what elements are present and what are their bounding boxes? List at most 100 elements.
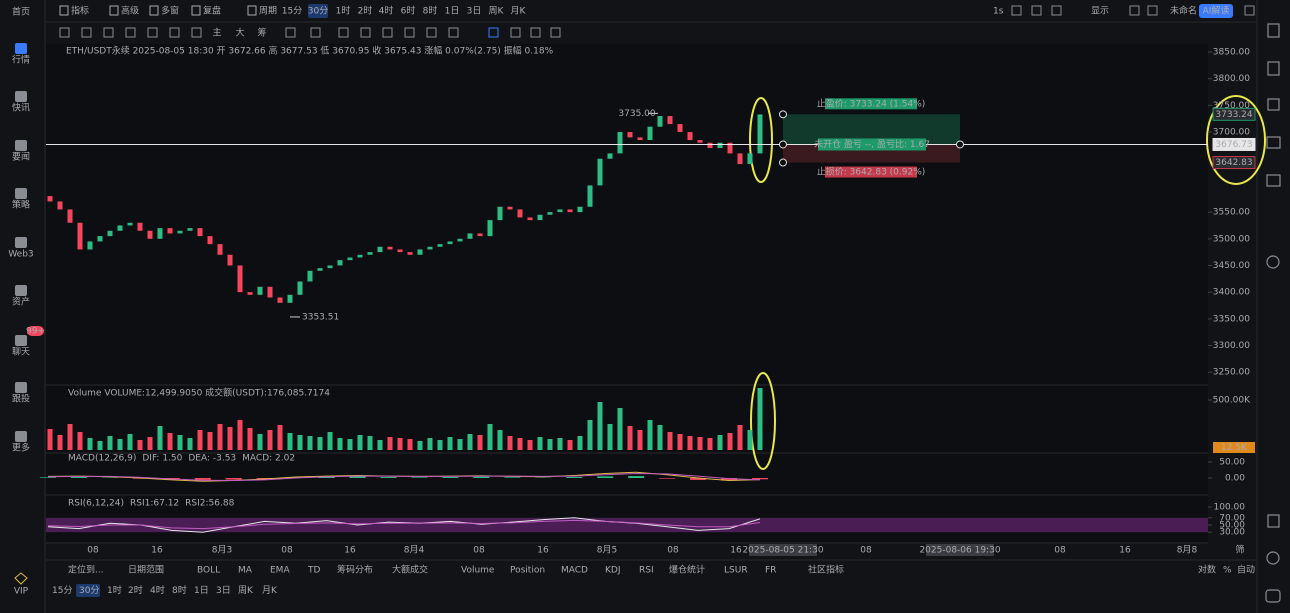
sidebar-item[interactable]: 行情 [12,54,30,66]
sidebar-item[interactable]: 更多 [12,442,30,454]
draw-tool[interactable] [426,27,437,38]
bottom-button[interactable]: % [1223,566,1232,576]
sidebar-icon[interactable] [15,43,27,54]
period-button[interactable]: 3日 [467,6,482,17]
tool-icon[interactable] [1244,5,1255,16]
draw-tool[interactable] [103,27,114,38]
bottom-period[interactable]: 3日 [216,585,231,596]
bottom-period[interactable]: 周K [238,585,254,596]
indicator-button[interactable]: Position [510,566,545,576]
icon[interactable] [1266,174,1281,187]
icon[interactable] [1267,61,1280,76]
right-icons[interactable] [1265,23,1281,603]
toolbar-button[interactable]: 周期 [259,6,277,17]
draw-tool[interactable] [404,27,415,38]
tool-icon[interactable] [1129,5,1140,16]
sidebar-item[interactable]: 要闻 [12,152,30,163]
toolbar-button[interactable]: 1s [993,7,1004,17]
toolbar-button[interactable]: 多窗 [161,5,179,17]
draw-tool[interactable] [338,27,349,38]
period-button[interactable]: 4时 [379,5,394,17]
draw-tool[interactable] [360,27,371,38]
period-button[interactable]: 6时 [401,5,416,17]
toolbar-button[interactable]: 高级 [121,5,139,17]
tool-icon[interactable] [1031,5,1042,16]
bottom-button[interactable]: 对数 [1198,564,1216,576]
draw-tool-label[interactable]: 主 [212,27,221,39]
indicator-button[interactable]: BOLL [197,566,220,576]
period-button[interactable]: 周K [489,6,505,17]
ai-button[interactable]: AI解读 [1203,5,1230,17]
icon[interactable] [1267,98,1280,111]
indicator-button[interactable]: Volume [461,566,495,576]
bottom-button[interactable]: 自动 [1237,564,1255,576]
toolbar-button[interactable]: 复盘 [203,5,221,17]
indicator-button[interactable]: KDJ [605,566,621,576]
bottom-period[interactable]: 15分 [52,585,72,596]
sidebar-item[interactable]: 聊天 [12,346,30,358]
indicator-button[interactable]: 筹码分布 [337,564,373,576]
draw-tool[interactable] [285,27,296,38]
draw-tool-label[interactable]: 筹 [257,27,266,39]
toolbar-button[interactable]: 未命名 [1170,5,1197,17]
sidebar-icon[interactable] [15,140,27,151]
draw-tool[interactable] [191,27,202,38]
sidebar-item[interactable]: 资产 [12,296,30,308]
sidebar-item[interactable]: 策略 [12,199,30,211]
indicator-button[interactable]: MA [238,566,253,576]
draw-tool[interactable] [550,27,561,38]
period-button[interactable]: 1时 [336,5,351,17]
period-button[interactable]: 1日 [445,6,460,17]
draw-tool[interactable] [147,27,158,38]
indicator-button[interactable]: EMA [270,566,290,576]
bottom-button[interactable]: 定位到... [68,564,104,576]
bottom-period[interactable]: 月K [262,585,278,596]
handle[interactable] [779,140,787,149]
draw-tool[interactable] [448,27,459,38]
indicator-button[interactable]: 社区指标 [808,564,844,576]
bottom-period[interactable]: 1时 [107,584,122,596]
period-button[interactable]: 15分 [282,6,302,17]
draw-tool[interactable] [59,27,70,38]
draw-tool[interactable] [382,27,393,38]
sidebar-item[interactable]: 跟投 [12,393,30,405]
sidebar-icon[interactable] [15,188,27,199]
icon[interactable] [1266,551,1280,565]
toolbar-button[interactable]: 显示 [1091,6,1109,17]
bottom-period[interactable]: 1日 [194,585,209,596]
period-button[interactable]: 30分 [308,6,328,17]
indicator-button[interactable]: TD [307,566,320,576]
draw-tool[interactable] [510,27,521,38]
bottom-period[interactable]: 30分 [79,585,99,596]
vip[interactable]: VIP [14,587,29,597]
icon[interactable] [1267,514,1280,528]
draw-tool[interactable] [169,27,180,38]
bottom-period[interactable]: 4时 [150,584,165,596]
sidebar-item[interactable]: 快讯 [12,102,30,114]
indicator-button[interactable]: MACD [561,566,588,576]
icon[interactable] [1265,589,1281,603]
sidebar-item[interactable]: Web3 [8,250,33,260]
indicator-button[interactable]: 大额成交 [392,564,428,576]
period-button[interactable]: 月K [511,6,527,17]
draw-tool[interactable] [81,27,92,38]
sidebar-icon[interactable] [15,237,27,248]
icon[interactable] [1266,255,1280,269]
bottom-period[interactable]: 8时 [172,584,187,596]
sidebar-icon[interactable] [15,335,27,346]
sidebar-icon[interactable] [15,431,27,442]
bottom-period[interactable]: 2时 [128,584,143,596]
sidebar-icon[interactable] [15,285,27,296]
draw-tool[interactable] [488,27,499,38]
period-button[interactable]: 8时 [423,5,438,17]
icon[interactable] [1266,136,1281,149]
indicator-button[interactable]: LSUR [724,566,748,576]
draw-tool-label[interactable]: 大 [235,27,244,39]
icon[interactable] [1267,23,1280,38]
toolbar-button[interactable]: 指标 [71,5,89,17]
sidebar-icon[interactable] [15,91,27,102]
tool-icon[interactable] [1051,5,1062,16]
indicator-button[interactable]: 爆仓统计 [669,564,705,576]
sidebar-item[interactable]: 首页 [12,6,30,18]
draw-tool[interactable] [125,27,136,38]
